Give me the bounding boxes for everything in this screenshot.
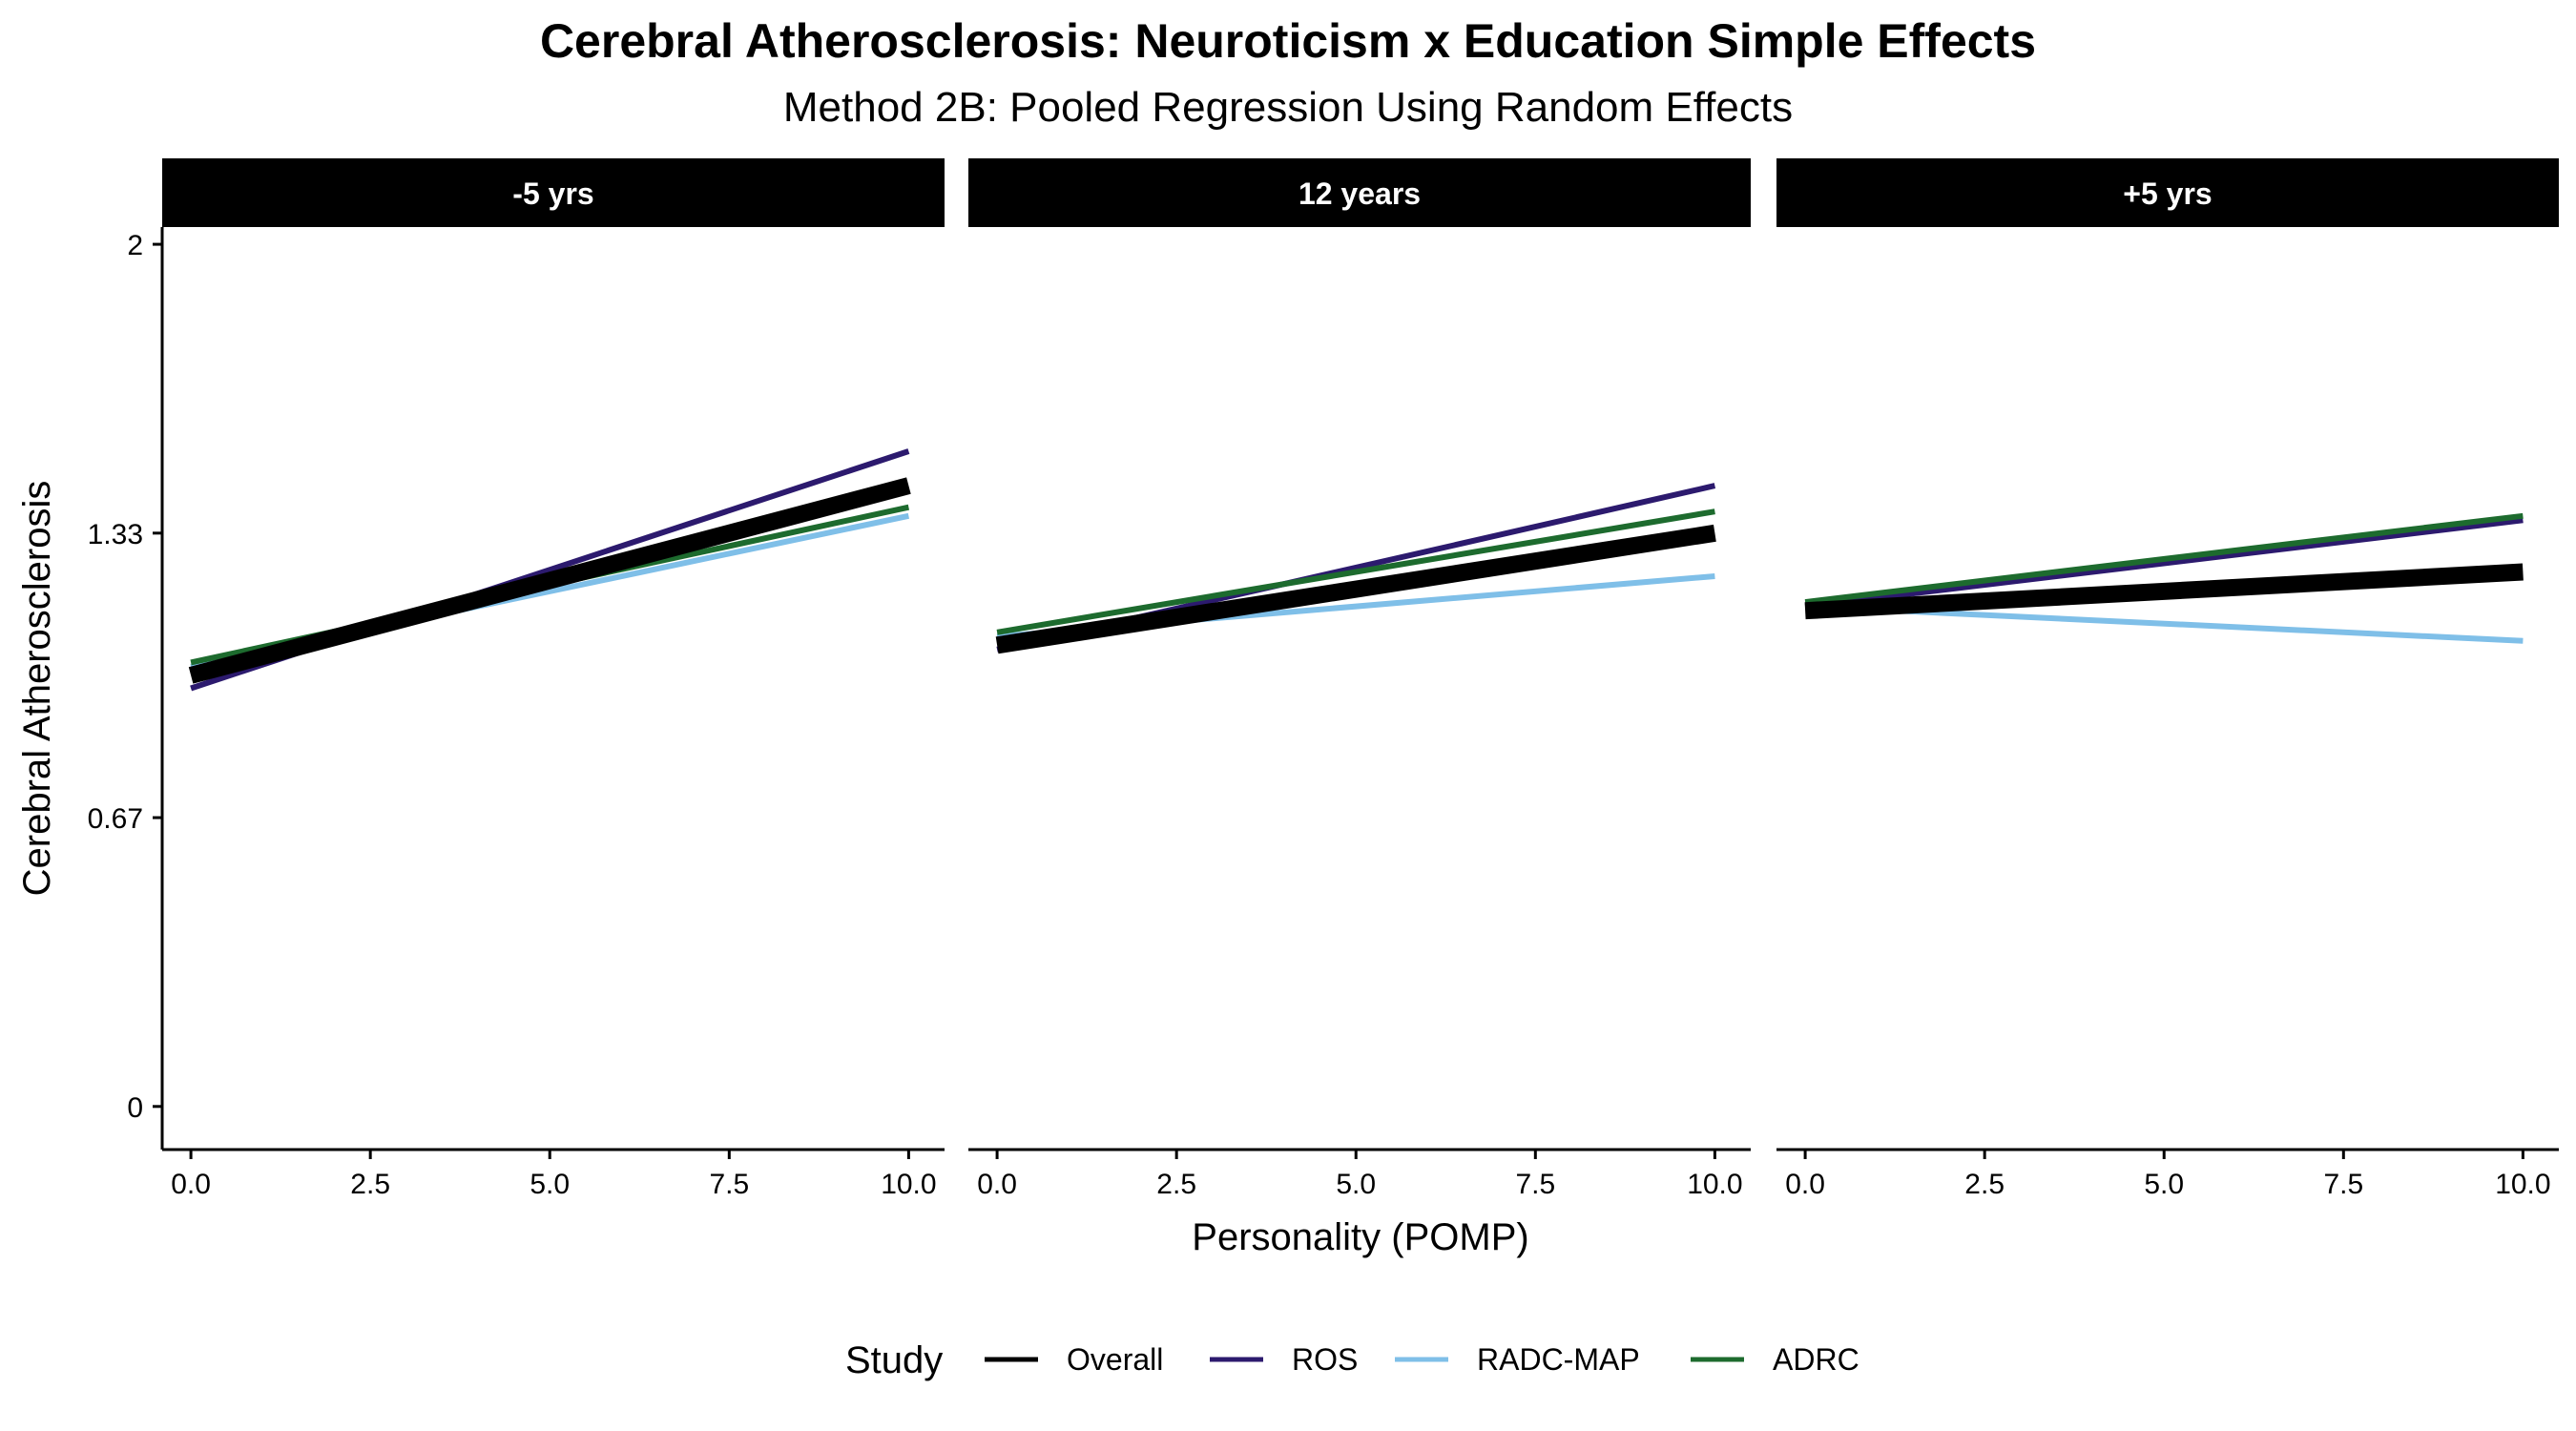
facet-strip-label: 12 years xyxy=(1298,176,1421,211)
series-line-adrc xyxy=(996,508,1715,635)
x-tick-label: 5.0 xyxy=(530,1169,570,1200)
series-line-overall xyxy=(995,524,1716,654)
x-tick-label: 5.0 xyxy=(2144,1169,2184,1200)
x-tick-label: 0.0 xyxy=(1785,1169,1825,1200)
facet-strip-label: +5 yrs xyxy=(2123,176,2212,211)
x-tick-label: 7.5 xyxy=(1515,1169,1555,1200)
legend-label-overall: Overall xyxy=(1067,1342,1163,1377)
x-tick-label: 2.5 xyxy=(1156,1169,1196,1200)
legend-label-radc-map: RADC-MAP xyxy=(1477,1342,1640,1377)
facet-strip xyxy=(162,158,945,227)
x-tick-label: 7.5 xyxy=(2323,1169,2363,1200)
x-tick-label: 10.0 xyxy=(2495,1169,2550,1200)
legend: Study Overall ROS RADC-MAP ADRC xyxy=(845,1339,1859,1381)
panel-2: 12 years 0.0 2.5 5.0 7.5 10.0 xyxy=(968,158,1751,1200)
chart-subtitle: Method 2B: Pooled Regression Using Rando… xyxy=(782,84,1794,131)
y-axis-title: Cerebral Atherosclerosis xyxy=(16,481,58,897)
x-tick-label: 10.0 xyxy=(1687,1169,1742,1200)
x-tick-label: 10.0 xyxy=(881,1169,936,1200)
legend-title: Study xyxy=(845,1339,943,1381)
x-tick-label: 5.0 xyxy=(1336,1169,1376,1200)
y-tick-label: 0 xyxy=(127,1092,143,1124)
facet-strip xyxy=(1776,158,2559,227)
legend-label-adrc: ADRC xyxy=(1773,1342,1859,1377)
series-line-adrc xyxy=(1804,512,2524,606)
x-axis-title: Personality (POMP) xyxy=(1192,1216,1528,1258)
chart-title: Cerebral Atherosclerosis: Neuroticism x … xyxy=(539,14,2037,68)
facet-strip-label: -5 yrs xyxy=(512,176,593,211)
x-tick-label: 0.0 xyxy=(977,1169,1017,1200)
axes-layer: 0 0.67 1.33 2 Personality (POMP) Cerebral Ath… xyxy=(16,227,1529,1258)
y-tick-label: 2 xyxy=(127,230,143,261)
legend-label-ros: ROS xyxy=(1292,1342,1358,1377)
x-tick-label: 0.0 xyxy=(171,1169,211,1200)
y-tick-label: 0.67 xyxy=(88,803,143,835)
x-tick-label: 7.5 xyxy=(709,1169,749,1200)
series-line-overall xyxy=(188,477,911,684)
x-tick-label: 2.5 xyxy=(1964,1169,2005,1200)
series-line-overall xyxy=(1804,563,2524,620)
x-tick-label: 2.5 xyxy=(350,1169,390,1200)
panels-layer: -5 yrs 0.0 2.5 5.0 7.5 10.0 12 years 0.0 2.5 5.0 7… xyxy=(162,158,2559,1200)
panel-1: -5 yrs 0.0 2.5 5.0 7.5 10.0 xyxy=(162,158,945,1200)
series-line-ros xyxy=(1804,517,2524,610)
facet-strip xyxy=(968,158,1751,227)
panel-3: +5 yrs 0.0 2.5 5.0 7.5 10.0 xyxy=(1776,158,2559,1200)
y-tick-label: 1.33 xyxy=(88,519,143,550)
